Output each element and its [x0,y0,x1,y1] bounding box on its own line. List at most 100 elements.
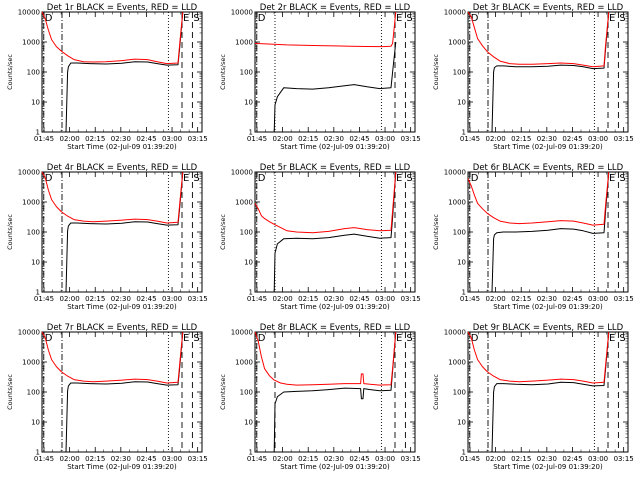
chart-3-lld-series-line [467,11,610,68]
chart-6-x-axis-label: Start Time (02-Jul-09 01:39:20) [493,303,603,311]
chart-6-x-tick-label: 03:00 [588,295,608,303]
chart-2-marker-label-D: D [258,13,266,24]
chart-9-x-tick-label: 03:15 [614,455,634,463]
chart-4-y-tick-label: 1000 [22,199,40,207]
detector-chart-3: Det 3r BLACK = Events, RED = LLD 1 10 100 10… [432,3,634,151]
chart-7-x-tick-label: 03:15 [188,455,208,463]
chart-1-events-series-line [65,11,184,133]
chart-4-y-tick-label: 10 [31,259,40,267]
chart-6-marker-label-E: E [609,173,615,184]
detector-chart-2: Det 2r BLACK = Events, RED = LLD 1 10 100 10… [219,3,421,151]
chart-8-title: Det 8r BLACK = Events, RED = LLD [260,323,411,333]
chart-4-y-tick-label: 1 [36,289,40,297]
chart-7-x-tick-label: 03:00 [162,455,182,463]
chart-6-marker-label-D: D [471,173,479,184]
detector-chart-8: Det 8r BLACK = Events, RED = LLD 1 10 100 10… [219,323,421,471]
chart-6-title: Det 6r BLACK = Events, RED = LLD [473,163,624,173]
chart-9-y-tick-label: 100 [453,389,466,397]
chart-5-marker-label-S: S [406,173,412,184]
chart-2-x-tick-label: 01:45 [247,135,267,143]
chart-5-x-tick-label: 03:00 [375,295,395,303]
chart-4-lld-series-line [41,171,184,224]
chart-4-title: Det 4r BLACK = Events, RED = LLD [47,163,198,173]
chart-3-x-tick-label: 01:45 [460,135,480,143]
chart-5-title: Det 5r BLACK = Events, RED = LLD [260,163,411,173]
chart-3-events-series-line [491,11,610,133]
detector-chart-6: Det 6r BLACK = Events, RED = LLD 1 10 100 10… [432,163,634,311]
chart-2-y-tick-label: 100 [240,69,253,77]
chart-4-events-series-line [65,171,184,293]
chart-9-y-axis-label: Counts/sec [432,374,440,410]
chart-1-lld-series-line [41,11,184,65]
chart-3-y-axis-label: Counts/sec [432,54,440,90]
chart-3-title: Det 3r BLACK = Events, RED = LLD [473,3,624,13]
chart-6-x-tick-label: 02:30 [537,295,557,303]
chart-2-x-tick-label: 02:15 [298,135,318,143]
chart-1-y-tick-label: 1 [36,129,40,137]
chart-8-marker-label-D: D [258,333,266,344]
chart-4-x-tick-label: 02:15 [85,295,105,303]
chart-8-x-tick-label: 02:30 [324,455,344,463]
chart-1-x-tick-label: 01:45 [34,135,54,143]
chart-9-lld-series-line [467,331,610,384]
chart-3-x-axis-label: Start Time (02-Jul-09 01:39:20) [493,143,603,151]
chart-1-marker-label-E: E [183,13,189,24]
chart-5-marker-label-E: E [396,173,402,184]
chart-7-x-tick-label: 02:45 [136,455,156,463]
chart-5-lld-series-line [254,171,397,234]
chart-5-x-tick-label: 01:45 [247,295,267,303]
chart-7-events-series-line [65,331,184,453]
chart-9-x-tick-label: 01:45 [460,455,480,463]
chart-7-x-tick-label: 01:45 [34,455,54,463]
detector-chart-4: Det 4r BLACK = Events, RED = LLD 1 10 100 10… [6,163,208,311]
chart-4-y-tick-label: 100 [27,229,40,237]
chart-2-marker-label-E: E [396,13,402,24]
chart-1-y-tick-label: 10 [31,99,40,107]
chart-7-y-tick-label: 10000 [18,329,40,337]
chart-8-y-tick-label: 1000 [235,359,253,367]
chart-3-x-tick-label: 02:30 [537,135,557,143]
chart-7-title: Det 7r BLACK = Events, RED = LLD [47,323,198,333]
chart-4-x-axis-label: Start Time (02-Jul-09 01:39:20) [67,303,177,311]
chart-1-x-tick-label: 03:15 [188,135,208,143]
chart-7-y-tick-label: 100 [27,389,40,397]
chart-6-x-tick-label: 01:45 [460,295,480,303]
chart-5-marker-label-D: D [258,173,266,184]
chart-5-y-tick-label: 100 [240,229,253,237]
chart-8-y-tick-label: 1 [249,449,253,457]
chart-9-x-axis-label: Start Time (02-Jul-09 01:39:20) [493,463,603,471]
chart-9-x-tick-label: 02:15 [511,455,531,463]
chart-2-y-tick-label: 1 [249,129,253,137]
chart-3-y-tick-label: 10000 [444,9,466,17]
chart-6-y-axis-label: Counts/sec [432,214,440,250]
chart-5-y-axis-label: Counts/sec [219,214,227,250]
chart-9-marker-label-E: E [609,333,615,344]
detector-chart-9: Det 9r BLACK = Events, RED = LLD 1 10 100 10… [432,323,634,471]
chart-4-x-tick-label: 02:00 [60,295,80,303]
chart-9-x-tick-label: 02:00 [486,455,506,463]
chart-2-y-tick-label: 10 [244,99,253,107]
chart-8-marker-label-E: E [396,333,402,344]
chart-1-x-tick-label: 02:15 [85,135,105,143]
chart-3-marker-label-E: E [609,13,615,24]
chart-4-x-tick-label: 02:45 [136,295,156,303]
chart-2-y-tick-label: 1000 [235,39,253,47]
chart-7-y-tick-label: 10 [31,419,40,427]
chart-4-y-axis-label: Counts/sec [6,214,14,250]
chart-7-x-tick-label: 02:30 [111,455,131,463]
chart-2-x-tick-label: 02:45 [349,135,369,143]
chart-4-marker-label-D: D [45,173,53,184]
chart-6-y-tick-label: 100 [453,229,466,237]
chart-2-plot-frame [254,11,416,133]
chart-8-y-tick-label: 10 [244,419,253,427]
chart-7-lld-series-line [41,331,184,384]
chart-8-x-axis-label: Start Time (02-Jul-09 01:39:20) [280,463,390,471]
chart-4-marker-label-E: E [183,173,189,184]
chart-2-y-axis-label: Counts/sec [219,54,227,90]
chart-8-x-tick-label: 02:45 [349,455,369,463]
chart-5-y-tick-label: 10 [244,259,253,267]
chart-8-x-tick-label: 03:00 [375,455,395,463]
chart-4-x-tick-label: 01:45 [34,295,54,303]
chart-5-events-series-line [273,171,397,293]
chart-7-marker-label-E: E [183,333,189,344]
